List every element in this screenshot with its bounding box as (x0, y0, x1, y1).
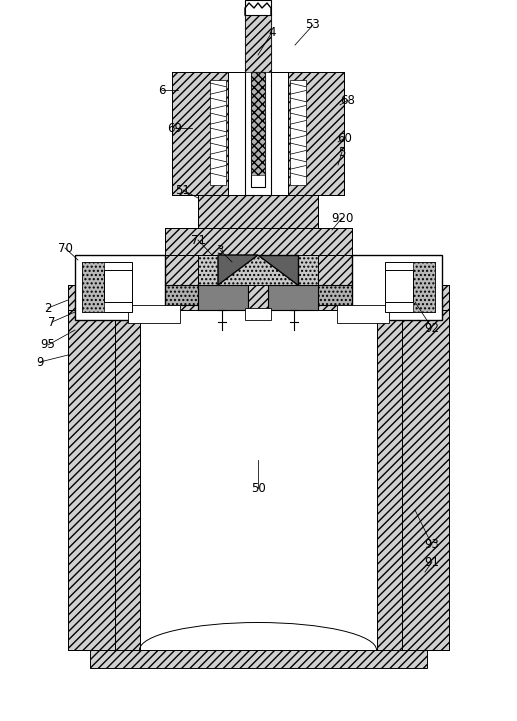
Polygon shape (377, 310, 402, 650)
Polygon shape (288, 72, 344, 195)
Text: 3: 3 (216, 244, 224, 257)
Text: 53: 53 (306, 19, 321, 32)
Text: 71: 71 (190, 234, 205, 247)
Text: 69: 69 (168, 122, 183, 135)
Text: 91: 91 (424, 555, 439, 568)
Bar (245, 0, 271, 195)
Text: 6: 6 (158, 84, 166, 97)
Bar (82, 262, 132, 312)
Bar (413, 262, 435, 312)
Text: 4: 4 (268, 25, 276, 38)
Bar (210, 80, 226, 185)
Polygon shape (115, 255, 198, 290)
Polygon shape (90, 650, 427, 668)
Bar (385, 270, 413, 302)
Polygon shape (318, 285, 402, 305)
Text: 920: 920 (331, 211, 353, 224)
Polygon shape (318, 255, 402, 290)
Text: 9: 9 (36, 355, 44, 368)
Polygon shape (198, 255, 318, 285)
Text: 68: 68 (341, 94, 356, 107)
Bar (82, 262, 104, 312)
Bar (228, 72, 288, 195)
Text: 50: 50 (251, 482, 265, 495)
Polygon shape (251, 72, 265, 175)
Polygon shape (402, 285, 449, 650)
Bar (337, 305, 389, 323)
Bar (290, 80, 306, 185)
Bar (198, 195, 318, 228)
Polygon shape (198, 195, 318, 228)
Polygon shape (68, 285, 449, 310)
Text: 60: 60 (338, 131, 353, 144)
Polygon shape (218, 255, 258, 285)
Bar (172, 72, 344, 195)
Text: 2: 2 (44, 301, 52, 314)
Bar (75, 255, 165, 320)
Polygon shape (115, 310, 140, 650)
Polygon shape (268, 285, 318, 310)
Text: 92: 92 (424, 322, 439, 335)
Polygon shape (115, 285, 198, 305)
Polygon shape (245, 15, 271, 72)
Polygon shape (68, 285, 115, 650)
Text: 51: 51 (176, 184, 190, 197)
Bar (128, 305, 180, 323)
Bar (352, 255, 442, 320)
Polygon shape (258, 255, 298, 285)
Bar (245, 308, 271, 320)
Bar (140, 310, 377, 650)
Polygon shape (172, 72, 228, 195)
Bar (104, 270, 132, 302)
Text: 93: 93 (424, 539, 439, 552)
Text: 7: 7 (48, 316, 56, 329)
Polygon shape (165, 228, 352, 255)
Text: 5: 5 (338, 146, 346, 159)
Bar (251, 72, 265, 187)
Bar (385, 262, 435, 312)
Bar (165, 228, 352, 255)
Text: 95: 95 (40, 338, 55, 352)
Polygon shape (198, 285, 248, 310)
Text: 70: 70 (57, 242, 72, 255)
